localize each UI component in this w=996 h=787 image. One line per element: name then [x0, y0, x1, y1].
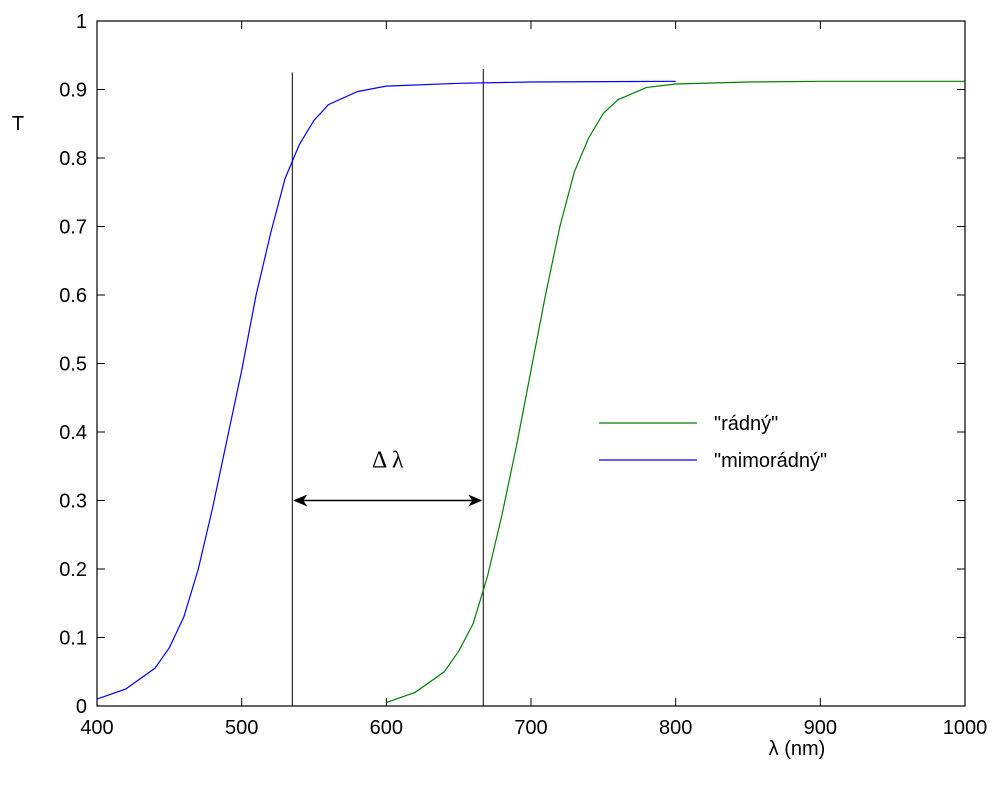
delta-lambda-label: Δ λ	[372, 447, 404, 473]
y-tick-label: 0	[76, 696, 87, 718]
y-tick-label: 0.2	[59, 559, 87, 581]
y-tick-label: 0.5	[59, 354, 87, 376]
x-tick-label: 1000	[943, 717, 988, 739]
x-axis-label: λ (nm)	[769, 738, 826, 760]
y-axis-label: T	[12, 113, 24, 135]
y-tick-label: 0.1	[59, 628, 87, 650]
series-line-mimoradny	[96, 80, 676, 700]
legend-label: "rádný"	[714, 413, 778, 435]
y-tick-label: 0.9	[59, 80, 87, 102]
y-tick-label: 0.7	[59, 217, 87, 239]
x-tick-label: 500	[225, 717, 258, 739]
legend-label: "mimorádný"	[714, 450, 827, 472]
y-tick-label: 0.8	[59, 148, 87, 170]
series-line-radny	[386, 80, 965, 704]
x-tick-label: 800	[659, 717, 692, 739]
x-tick-label: 700	[514, 717, 547, 739]
x-tick-label: 900	[804, 717, 837, 739]
y-tick-label: 0.4	[59, 422, 87, 444]
y-tick-label: 1	[76, 11, 87, 33]
x-tick-label: 400	[80, 717, 113, 739]
plot-frame	[96, 20, 966, 707]
y-tick-label: 0.3	[59, 491, 87, 513]
x-tick-label: 600	[370, 717, 403, 739]
y-tick-label: 0.6	[59, 285, 87, 307]
